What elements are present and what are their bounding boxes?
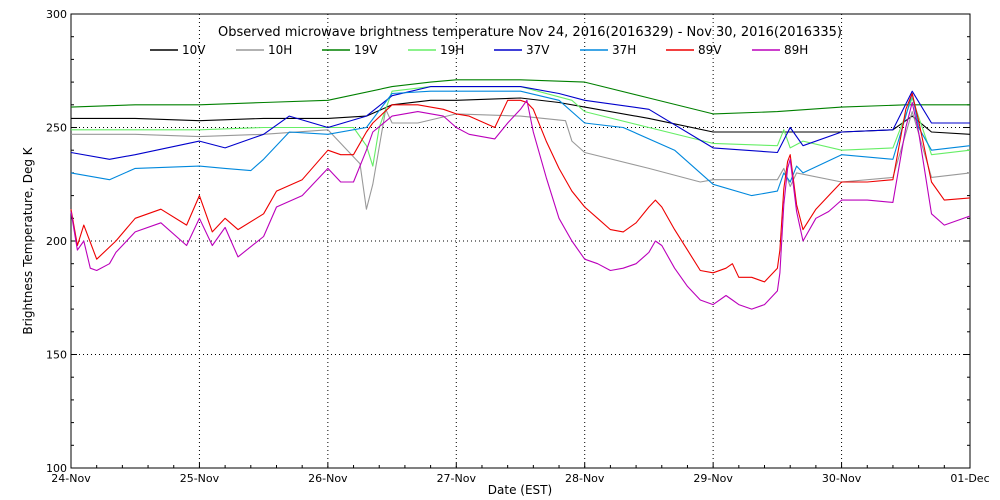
series-line-37v [70, 86, 970, 160]
x-tick-label: 30-Nov [822, 472, 862, 485]
y-tick-label: 200 [46, 235, 67, 248]
legend: 10V 10H 19V 19H 37V 37H 89V 89H [150, 43, 808, 57]
series-line-89h [70, 99, 971, 310]
series-line-19v [70, 79, 970, 115]
legend-label-19h: 19H [440, 43, 464, 57]
chart-title: Observed microwave brightness temperatur… [218, 25, 842, 40]
x-tick-label: 27-Nov [437, 472, 477, 485]
x-tick-label: 01-Dec [950, 472, 989, 485]
series-line-89v [70, 92, 971, 283]
x-axis-label: Date (EST) [488, 483, 552, 497]
y-axis-label: Brightness Temperature, Deg K [21, 146, 35, 334]
x-tick-label: 28-Nov [565, 472, 605, 485]
legend-label-10v: 10V [182, 43, 206, 57]
x-tick-label: 24-Nov [51, 472, 91, 485]
y-tick-label: 300 [46, 8, 67, 21]
x-tick-label: 29-Nov [693, 472, 733, 485]
legend-label-37v: 37V [526, 43, 550, 57]
legend-label-89h: 89H [784, 43, 808, 57]
series-line-19h [71, 86, 971, 167]
legend-label-89v: 89V [698, 43, 722, 57]
y-tick-label: 150 [46, 349, 67, 362]
y-tick-label: 250 [46, 122, 67, 135]
legend-label-19v: 19V [354, 43, 378, 57]
y-tick-label: 100 [46, 462, 67, 475]
x-tick-label: 26-Nov [308, 472, 348, 485]
series-group [70, 79, 971, 310]
grid [71, 14, 970, 468]
legend-label-10h: 10H [268, 43, 292, 57]
series-line-10h [71, 108, 971, 210]
x-tick-label: 25-Nov [180, 472, 220, 485]
axis-ticks: 24-Nov 25-Nov 26-Nov 27-Nov 28-Nov 29-Nov 30-N… [46, 8, 990, 485]
series-line-37h [70, 90, 971, 197]
legend-label-37h: 37H [612, 43, 636, 57]
